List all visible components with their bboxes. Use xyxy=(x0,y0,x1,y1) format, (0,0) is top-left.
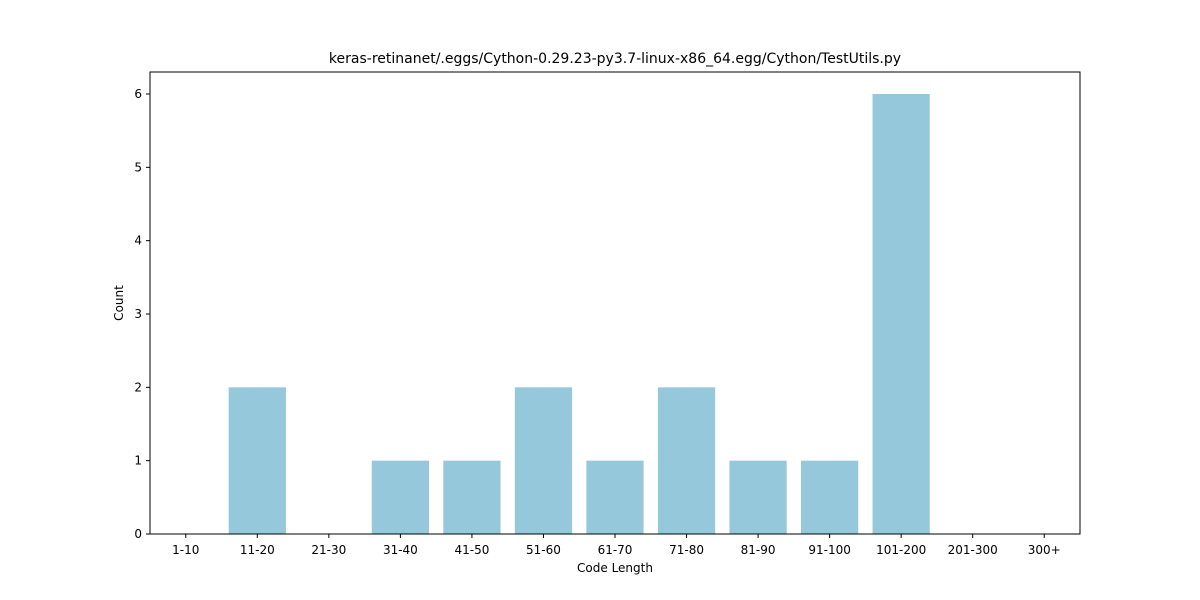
x-tick-label: 1-10 xyxy=(172,543,199,557)
y-tick-label: 1 xyxy=(134,454,142,468)
x-tick-label: 11-20 xyxy=(240,543,275,557)
bar-81-90 xyxy=(729,460,787,534)
y-tick-label: 3 xyxy=(134,307,142,321)
bar-91-100 xyxy=(801,460,859,534)
bar-101-200 xyxy=(872,94,930,534)
x-tick-label: 51-60 xyxy=(526,543,561,557)
bar-51-60 xyxy=(514,387,573,534)
x-tick-label: 101-200 xyxy=(876,543,926,557)
bar-61-70 xyxy=(586,460,644,534)
x-tick-label: 31-40 xyxy=(383,543,418,557)
bar-31-40 xyxy=(371,460,429,534)
x-tick-label: 61-70 xyxy=(598,543,633,557)
x-tick-label: 41-50 xyxy=(454,543,489,557)
bar-41-50 xyxy=(443,460,501,534)
x-tick-label: 300+ xyxy=(1028,543,1061,557)
y-tick-label: 5 xyxy=(134,160,142,174)
x-tick-label: 201-300 xyxy=(948,543,998,557)
chart-title: keras-retinanet/.eggs/Cython-0.29.23-py3… xyxy=(329,51,901,67)
x-tick-label: 91-100 xyxy=(808,543,851,557)
y-tick-label: 4 xyxy=(134,234,142,248)
y-tick-label: 2 xyxy=(134,380,142,394)
x-axis: 1-10 11-20 21-30 31-40 41-50 51-60 61-70 71-80 8… xyxy=(172,534,1061,557)
x-tick-label: 71-80 xyxy=(669,543,704,557)
bars-group xyxy=(228,94,930,534)
bar-11-20 xyxy=(228,387,286,534)
bar-71-80 xyxy=(657,387,716,534)
x-tick-label: 21-30 xyxy=(311,543,346,557)
y-axis: 0 1 2 3 4 5 6 xyxy=(134,87,150,541)
y-tick-label: 6 xyxy=(134,87,142,101)
y-axis-label: Count xyxy=(112,285,126,321)
x-tick-label: 81-90 xyxy=(741,543,776,557)
x-axis-label: Code Length xyxy=(577,561,653,575)
y-tick-label: 0 xyxy=(134,527,142,541)
